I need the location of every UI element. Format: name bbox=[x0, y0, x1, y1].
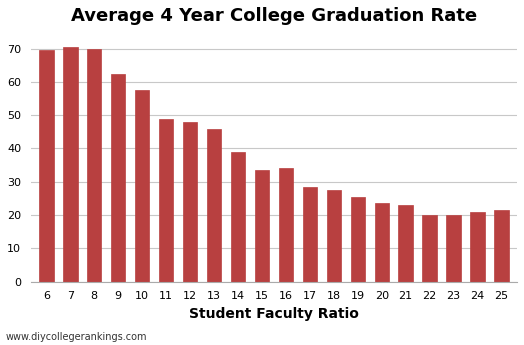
Bar bbox=[63, 47, 78, 282]
Bar bbox=[375, 203, 389, 282]
Bar bbox=[279, 168, 293, 282]
Bar bbox=[471, 212, 485, 282]
Title: Average 4 Year College Graduation Rate: Average 4 Year College Graduation Rate bbox=[71, 7, 477, 25]
Bar bbox=[183, 122, 197, 282]
Bar bbox=[255, 170, 269, 282]
Bar bbox=[303, 187, 317, 282]
Bar bbox=[231, 152, 245, 282]
Bar bbox=[422, 215, 437, 282]
Text: www.diycollegerankings.com: www.diycollegerankings.com bbox=[5, 332, 147, 342]
Bar bbox=[39, 50, 53, 282]
Bar bbox=[111, 73, 125, 282]
Bar bbox=[398, 205, 413, 282]
X-axis label: Student Faculty Ratio: Student Faculty Ratio bbox=[189, 307, 359, 321]
Bar bbox=[494, 210, 509, 282]
Bar bbox=[351, 197, 365, 282]
Bar bbox=[135, 90, 149, 282]
Bar bbox=[326, 190, 341, 282]
Bar bbox=[446, 215, 461, 282]
Bar bbox=[87, 49, 102, 282]
Bar bbox=[207, 129, 221, 282]
Bar bbox=[159, 119, 173, 282]
